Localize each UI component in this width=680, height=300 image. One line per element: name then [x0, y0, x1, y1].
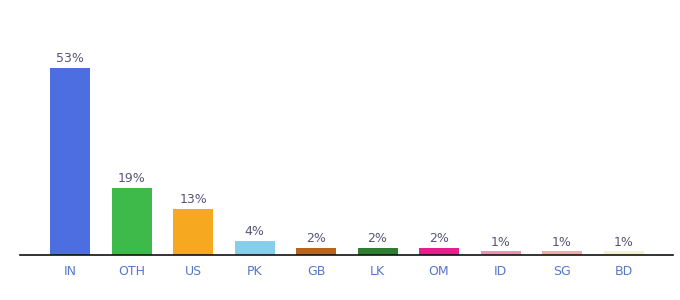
- Bar: [296, 248, 336, 255]
- Bar: [358, 248, 398, 255]
- Text: 1%: 1%: [552, 236, 572, 249]
- Bar: [481, 251, 520, 255]
- Bar: [604, 251, 643, 255]
- Text: 2%: 2%: [429, 232, 449, 245]
- Bar: [173, 209, 213, 255]
- Text: 13%: 13%: [180, 193, 207, 206]
- Text: 1%: 1%: [613, 236, 634, 249]
- Text: 4%: 4%: [245, 225, 265, 238]
- Text: 2%: 2%: [368, 232, 388, 245]
- Bar: [542, 251, 582, 255]
- Bar: [419, 248, 459, 255]
- Text: 2%: 2%: [306, 232, 326, 245]
- Bar: [50, 68, 90, 255]
- Text: 19%: 19%: [118, 172, 146, 185]
- Text: 1%: 1%: [490, 236, 511, 249]
- Bar: [112, 188, 152, 255]
- Bar: [235, 241, 275, 255]
- Text: 53%: 53%: [56, 52, 84, 65]
